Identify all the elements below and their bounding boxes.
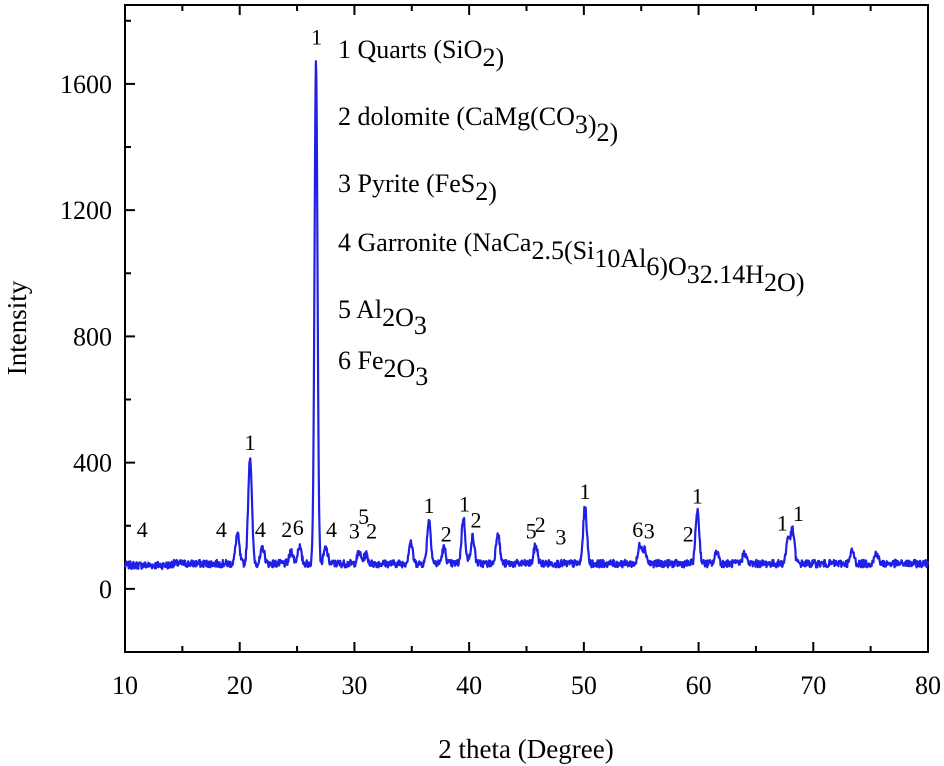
peak-label: 2	[471, 507, 482, 532]
legend-entry: 2 dolomite (CaMg(CO3)2)	[338, 102, 618, 147]
peak-label: 1	[692, 484, 703, 509]
peak-label: 2	[441, 522, 452, 547]
x-tick-label: 10	[112, 671, 138, 700]
legend-entry: 1 Quarts (SiO2)	[338, 35, 504, 72]
y-tick-label: 1200	[60, 196, 112, 225]
peak-label: 4	[216, 517, 227, 542]
y-tick-label: 800	[73, 322, 112, 351]
peak-label: 6	[632, 517, 643, 542]
peak-label: 1	[245, 430, 256, 455]
x-tick-label: 30	[341, 671, 367, 700]
x-tick-label: 20	[227, 671, 253, 700]
peak-label: 4	[326, 517, 337, 542]
peak-label: 1	[580, 479, 591, 504]
legend-entry: 6 Fe2O3	[338, 346, 428, 391]
y-axis-title: Intensity	[2, 280, 32, 375]
peak-label: 2	[535, 512, 546, 537]
x-tick-label: 80	[915, 671, 941, 700]
peak-label: 2	[683, 522, 694, 547]
y-axis: 0 400 800 1200 1600	[60, 19, 135, 653]
x-axis: 10 20 30 40 50 60 70 80	[112, 5, 941, 700]
legend-entry: 3 Pyrite (FeS2)	[338, 169, 497, 206]
peak-label: 2	[366, 518, 377, 543]
peak-label: 4	[255, 517, 266, 542]
x-axis-title: 2 theta (Degree)	[438, 734, 613, 764]
x-tick-label: 40	[456, 671, 482, 700]
legend: 1 Quarts (SiO2) 2 dolomite (CaMg(CO3)2) 3 …	[338, 35, 804, 391]
y-tick-label: 400	[73, 449, 112, 478]
peak-label: 3	[349, 518, 360, 543]
peak-label: 3	[644, 518, 655, 543]
peak-label: 2	[281, 517, 292, 542]
peak-label: 6	[293, 515, 304, 540]
x-tick-label: 60	[686, 671, 712, 700]
peak-label: 5	[358, 504, 369, 529]
x-tick-label: 50	[571, 671, 597, 700]
peak-label: 1	[459, 492, 470, 517]
peak-label: 3	[555, 525, 566, 550]
y-tick-label: 0	[99, 575, 112, 604]
x-tick-label: 70	[800, 671, 826, 700]
peak-label: 1	[777, 510, 788, 535]
peak-label: 4	[137, 517, 148, 542]
peak-label: 1	[793, 501, 804, 526]
peak-label: 5	[526, 518, 537, 543]
peak-label: 1	[423, 493, 434, 518]
legend-entry: 4 Garronite (NaCa2.5(Si10Al6)O32.14H2O)	[338, 228, 804, 297]
y-tick-label: 1600	[60, 70, 112, 99]
diffraction-series-line	[123, 60, 930, 571]
peak-label: 1	[311, 24, 322, 49]
legend-entry: 5 Al2O3	[338, 295, 427, 340]
